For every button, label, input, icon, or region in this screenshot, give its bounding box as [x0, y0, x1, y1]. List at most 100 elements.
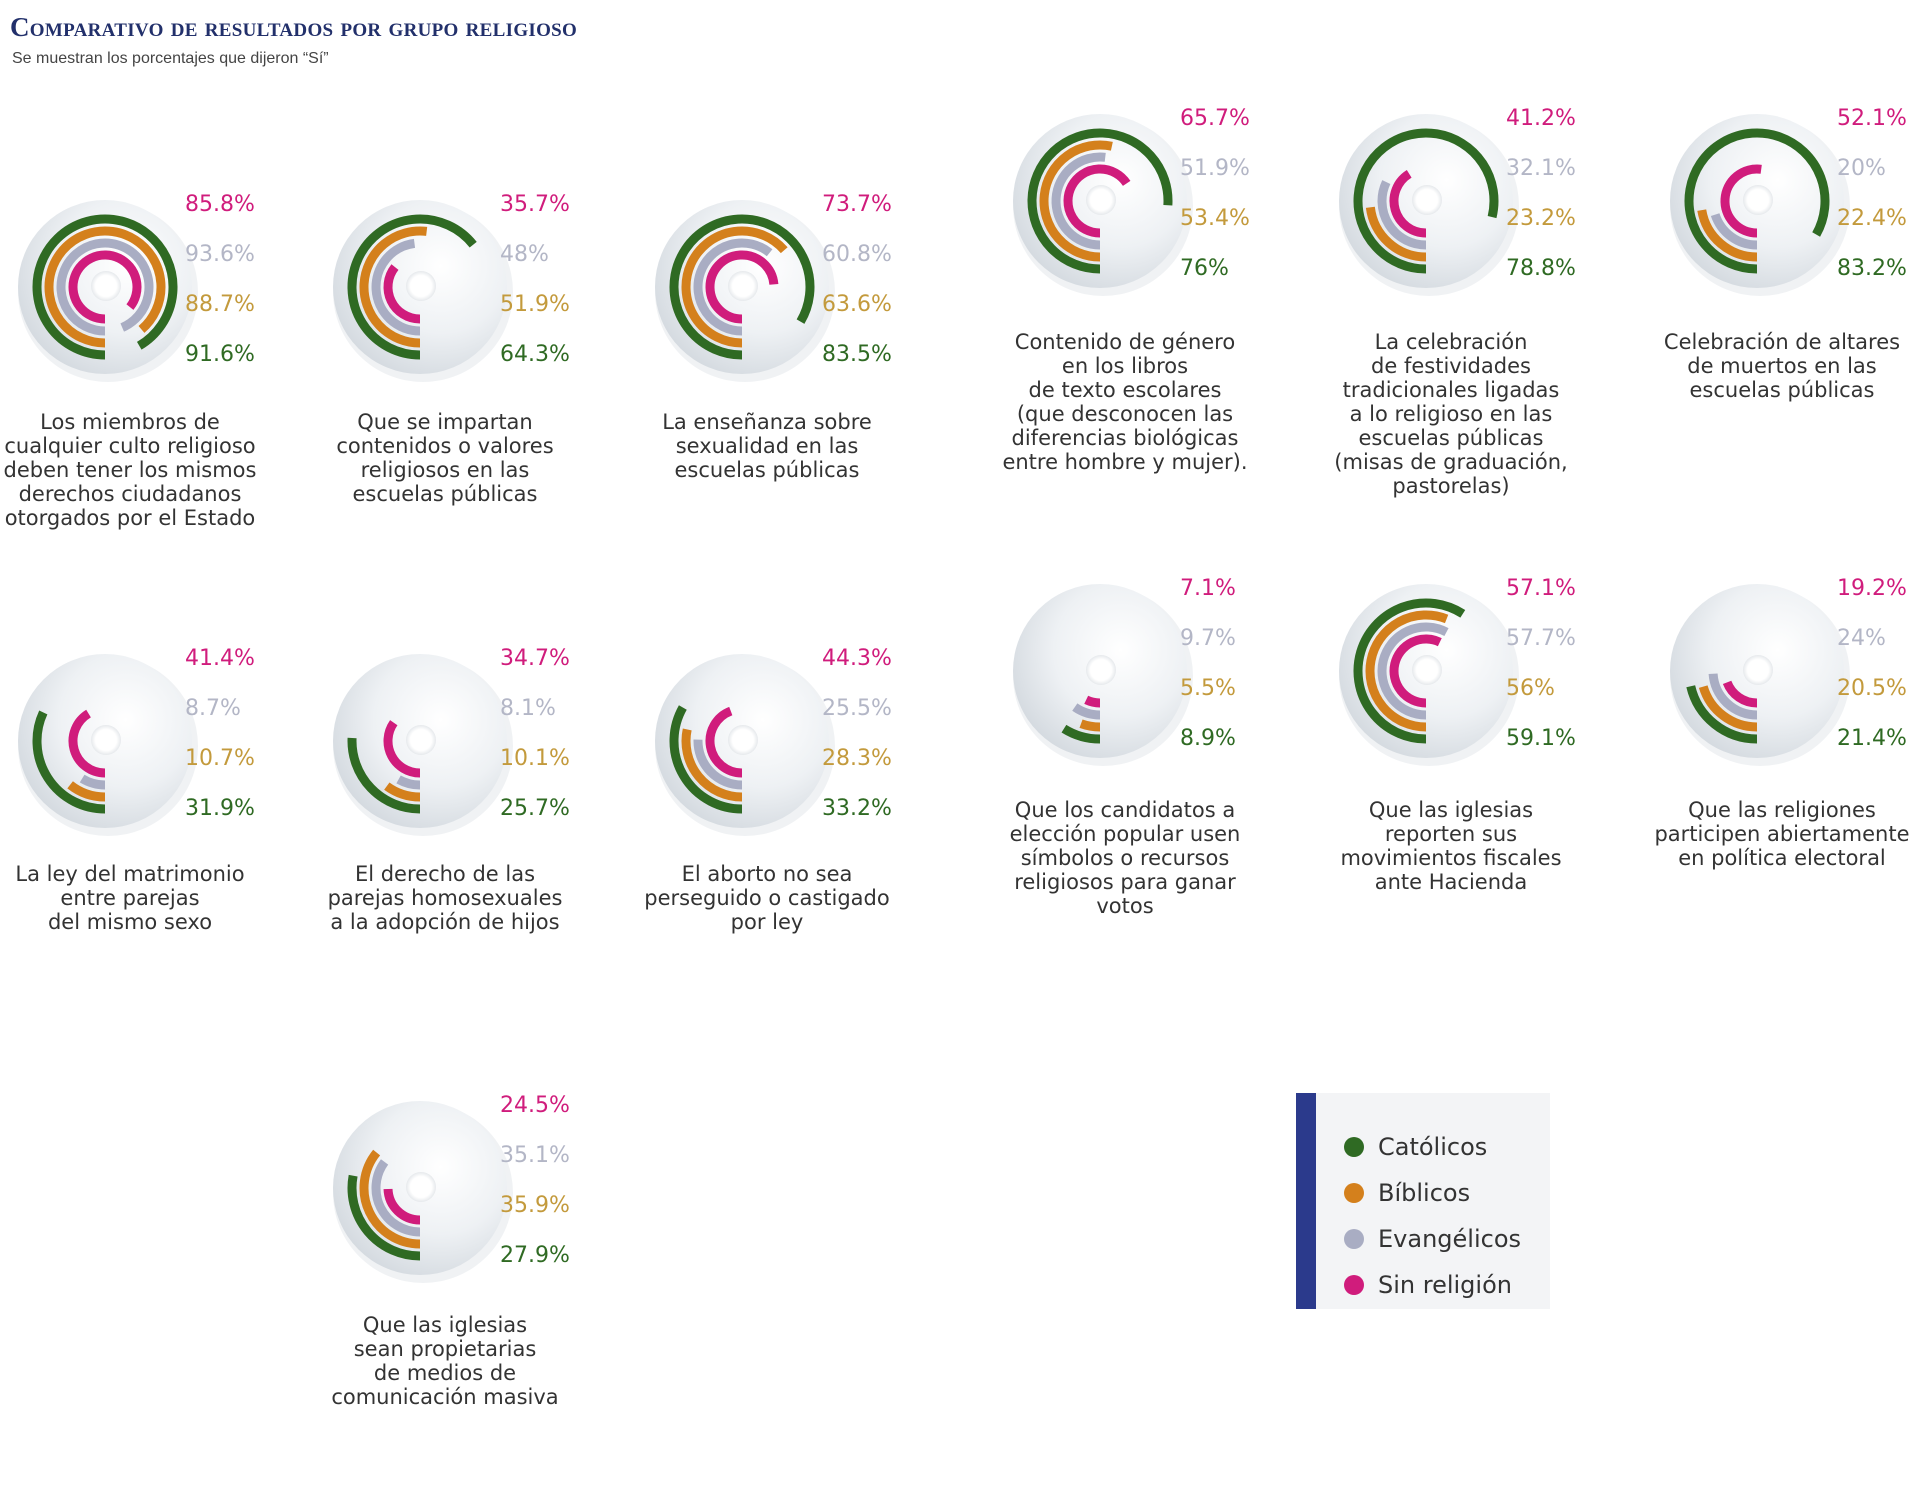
radial-chart [18, 654, 198, 836]
value-label-biblicos: 22.4% [1837, 206, 1907, 231]
arc-biblicos [359, 226, 428, 348]
value-label-biblicos: 23.2% [1506, 206, 1576, 231]
center-knob [1743, 655, 1773, 685]
value-label-evangelicos: 32.1% [1506, 156, 1576, 181]
value-label-evangelicos: 57.7% [1506, 626, 1576, 651]
arc-biblicos [1365, 206, 1427, 262]
legend-item-sin-religion: Sin religión [1344, 1269, 1512, 1301]
radial-chart [1013, 584, 1193, 766]
chart-title: Comparativo de resultados por grupo reli… [10, 12, 578, 42]
legend-label: Evangélicos [1378, 1225, 1522, 1253]
arc-biblicos [67, 781, 106, 802]
arc-catolicos [669, 705, 743, 814]
chart-caption: El aborto no sea perseguido o castigado … [644, 862, 890, 934]
radial-chart [1339, 114, 1519, 296]
value-label-catolicos: 76% [1180, 256, 1229, 281]
value-label-biblicos: 28.3% [822, 746, 892, 771]
value-label-sin-religion: 65.7% [1180, 106, 1250, 131]
arc-evangelicos [371, 1159, 421, 1237]
radial-chart [333, 1101, 513, 1283]
arc-catolicos [669, 214, 815, 360]
legend-label: Sin religión [1378, 1271, 1512, 1299]
legend-item-biblicos: Bíblicos [1344, 1177, 1470, 1209]
chart-panel: 65.7% 51.9% 53.4% 76% Contenido de género en… [995, 96, 1295, 516]
chart-panel: 19.2% 24% 20.5% 21.4% Que las religiones par… [1652, 566, 1917, 986]
arc-evangelicos [1072, 703, 1101, 720]
chart-panel: 7.1% 9.7% 5.5% 8.9% Que los candidatos a ele… [995, 566, 1295, 986]
value-label-catolicos: 83.2% [1837, 256, 1907, 281]
arc-sin-religion [1063, 164, 1131, 238]
arc-catolicos [1353, 128, 1499, 274]
arc-evangelicos [1710, 213, 1758, 250]
value-label-biblicos: 51.9% [500, 292, 570, 317]
value-label-biblicos: 63.6% [822, 292, 892, 317]
legend-label: Bíblicos [1378, 1179, 1471, 1207]
chart-panel: 41.2% 32.1% 23.2% 78.8% La celebración de fe… [1321, 96, 1621, 516]
value-label-sin-religion: 34.7% [500, 646, 570, 671]
arc-sin-religion [1389, 634, 1442, 708]
arc-sin-religion [1722, 680, 1758, 708]
chart-caption: La ley del matrimonio entre parejas del … [15, 862, 245, 934]
value-label-evangelicos: 25.5% [822, 696, 892, 721]
arc-catolicos [1061, 724, 1101, 744]
value-label-evangelicos: 51.9% [1180, 156, 1250, 181]
value-label-catolicos: 91.6% [185, 342, 255, 367]
arc-biblicos [44, 226, 166, 348]
chart-caption: Que los candidatos a elección popular us… [1009, 798, 1241, 918]
chart-panel: 73.7% 60.8% 63.6% 83.5% La enseñanza sobre s… [637, 182, 937, 602]
chart-panel: 41.4% 8.7% 10.7% 31.9% La ley del matrimonio… [0, 636, 300, 1056]
value-label-catolicos: 21.4% [1837, 726, 1907, 751]
legend: Católicos Bíblicos Evangélicos Sin relig… [1296, 1093, 1550, 1309]
arc-evangelicos [396, 775, 421, 790]
arc-catolicos [347, 214, 477, 360]
value-label-catolicos: 64.3% [500, 342, 570, 367]
value-label-sin-religion: 24.5% [500, 1093, 570, 1118]
chart-caption: Contenido de género en los libros de tex… [1002, 330, 1248, 474]
value-label-evangelicos: 20% [1837, 156, 1886, 181]
value-label-sin-religion: 85.8% [185, 192, 255, 217]
value-label-sin-religion: 19.2% [1837, 576, 1907, 601]
legend-item-evangelicos: Evangélicos [1344, 1223, 1521, 1255]
value-label-biblicos: 56% [1506, 676, 1555, 701]
arc-catolicos [347, 1174, 421, 1261]
radial-chart [333, 654, 513, 836]
chart-panel: 52.1% 20% 22.4% 83.2% Celebración de altares… [1652, 96, 1917, 516]
chart-caption: La enseñanza sobre sexualidad en las esc… [662, 410, 872, 482]
value-label-sin-religion: 52.1% [1837, 106, 1907, 131]
arc-biblicos [1697, 209, 1758, 262]
value-label-sin-religion: 35.7% [500, 192, 570, 217]
chart-caption: El derecho de las parejas homosexuales a… [327, 862, 563, 934]
legend-swatch-biblicos [1344, 1183, 1364, 1203]
value-label-evangelicos: 24% [1837, 626, 1886, 651]
arc-biblicos [1365, 610, 1449, 732]
arc-biblicos [681, 728, 743, 802]
value-label-evangelicos: 8.1% [500, 696, 556, 721]
arc-evangelicos [1708, 673, 1758, 720]
arc-sin-religion [1389, 169, 1427, 238]
radial-chart [655, 654, 835, 836]
value-label-biblicos: 88.7% [185, 292, 255, 317]
center-knob [406, 725, 436, 755]
legend-swatch-evangelicos [1344, 1229, 1364, 1249]
chart-caption: Que las iglesias reporten sus movimiento… [1340, 798, 1562, 894]
arc-sin-religion [1084, 695, 1101, 708]
value-label-sin-religion: 44.3% [822, 646, 892, 671]
chart-panel: 34.7% 8.1% 10.1% 25.7% El derecho de las par… [315, 636, 615, 1056]
center-knob [1086, 655, 1116, 685]
arc-sin-religion [705, 706, 743, 778]
value-label-evangelicos: 8.7% [185, 696, 241, 721]
arc-biblicos [681, 226, 788, 348]
arc-evangelicos [1377, 180, 1427, 250]
arc-catolicos [347, 737, 421, 814]
arc-evangelicos [693, 238, 773, 336]
arc-sin-religion [705, 250, 779, 324]
legend-label: Católicos [1378, 1133, 1488, 1161]
value-label-evangelicos: 35.1% [500, 1143, 570, 1168]
value-label-catolicos: 78.8% [1506, 256, 1576, 281]
value-label-catolicos: 33.2% [822, 796, 892, 821]
chart-panel: 35.7% 48% 51.9% 64.3% Que se impartan conten… [315, 182, 615, 602]
value-label-catolicos: 31.9% [185, 796, 255, 821]
value-label-biblicos: 10.7% [185, 746, 255, 771]
arc-sin-religion [68, 250, 142, 324]
value-label-biblicos: 35.9% [500, 1193, 570, 1218]
